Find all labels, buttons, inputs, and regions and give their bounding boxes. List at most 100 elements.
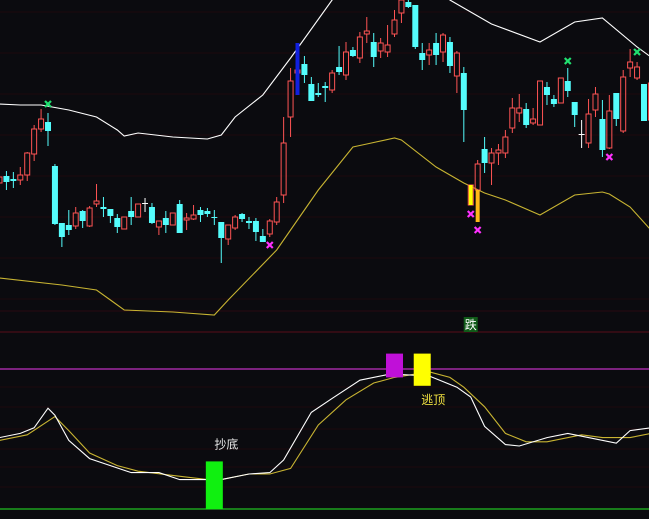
candle xyxy=(128,197,135,225)
candle xyxy=(148,203,155,224)
candle-body-up xyxy=(0,176,3,184)
candle-body-down xyxy=(308,84,315,101)
bottom-fishing-label: 抄底 xyxy=(214,436,238,451)
candle xyxy=(245,217,252,229)
candle-body-up xyxy=(377,42,384,52)
sell-x-icon xyxy=(265,241,274,249)
candle xyxy=(183,213,190,230)
candle-body-up xyxy=(634,66,641,79)
candle xyxy=(384,25,391,57)
candle xyxy=(502,130,509,158)
candle xyxy=(446,37,453,73)
price-panel xyxy=(0,0,649,316)
candle xyxy=(627,49,634,77)
candle-body-down xyxy=(322,86,329,88)
candle-body-down xyxy=(148,207,155,223)
candle xyxy=(155,220,162,235)
candle xyxy=(162,211,169,233)
candle xyxy=(564,68,571,97)
candle-body-down xyxy=(481,149,488,163)
candle-body-up xyxy=(391,19,398,35)
candle xyxy=(530,108,537,125)
candle xyxy=(121,216,128,230)
candle xyxy=(620,70,627,133)
signal-box xyxy=(205,461,223,509)
buy-x-icon-stroke xyxy=(563,57,572,65)
candle-body-up xyxy=(280,142,287,196)
candle-body-down xyxy=(10,179,17,181)
candle xyxy=(322,82,329,102)
candle-body-up xyxy=(516,107,523,114)
candle-body-up xyxy=(647,82,649,121)
signal-bar xyxy=(468,185,473,205)
candle xyxy=(599,100,606,157)
grid-lines xyxy=(0,11,649,488)
candle-body-doji xyxy=(578,134,585,135)
candle xyxy=(273,197,280,225)
candle-body-up xyxy=(356,36,363,59)
candle xyxy=(391,10,398,37)
candle-body-up xyxy=(24,152,31,176)
candle-body-down xyxy=(564,81,571,91)
candle-body-up xyxy=(509,107,516,129)
candle xyxy=(363,17,370,43)
candle xyxy=(211,210,218,225)
buy-x-icon xyxy=(633,48,641,56)
candle-body-up xyxy=(426,49,433,56)
candle xyxy=(377,38,384,58)
candle-body-down xyxy=(162,218,169,225)
candle-body-up xyxy=(384,44,391,53)
buy-x-icon xyxy=(44,100,52,108)
candle xyxy=(135,203,142,218)
candle-body-up xyxy=(38,118,45,130)
candle xyxy=(592,87,599,117)
upper-band-line xyxy=(0,0,649,140)
candle xyxy=(301,56,308,83)
candle-body-down xyxy=(239,214,246,219)
candle xyxy=(79,210,86,228)
candle-body-up xyxy=(343,51,349,76)
signal-labels: 跌 抄底 逃顶 xyxy=(214,317,478,451)
candle-body-down xyxy=(51,166,58,224)
candle-body-down xyxy=(252,221,259,232)
candle xyxy=(606,95,613,149)
candle-body-up xyxy=(190,214,197,220)
candle-body-up xyxy=(266,220,273,235)
candle xyxy=(336,46,343,75)
candle-body-up xyxy=(17,174,24,181)
candle xyxy=(218,222,225,263)
candle-body-down xyxy=(128,211,135,217)
candle-body-down xyxy=(58,223,65,237)
candle-body-down xyxy=(571,102,578,115)
candle-body-down xyxy=(45,122,52,131)
candle xyxy=(398,0,405,23)
candle xyxy=(3,171,10,190)
candle xyxy=(225,224,232,245)
sell-x-icon xyxy=(473,226,482,234)
candle-body-up xyxy=(232,216,239,229)
candle-body-up xyxy=(530,118,537,124)
candle-body-down xyxy=(301,64,308,75)
candle-body-up xyxy=(474,163,481,191)
candle xyxy=(45,113,52,146)
candle-body-down xyxy=(613,93,620,119)
candle-body-down xyxy=(412,5,419,47)
candle-body-up xyxy=(329,72,336,91)
candle-body-down xyxy=(550,99,557,104)
candle xyxy=(308,77,315,101)
candle-body-down xyxy=(107,209,114,216)
candle xyxy=(495,144,502,165)
signal-box xyxy=(386,353,404,378)
candle-body-down xyxy=(211,217,218,218)
candle-body-up xyxy=(585,113,592,144)
candle xyxy=(453,51,460,93)
candle-body-down xyxy=(79,211,86,221)
fall-label: 跌 xyxy=(465,317,477,332)
candle-body-up xyxy=(72,212,79,227)
candle-body-down xyxy=(419,53,426,60)
candle xyxy=(550,95,557,107)
candle-body-down xyxy=(245,221,252,223)
lower-band-line xyxy=(0,137,649,316)
signal-bar xyxy=(475,190,480,222)
sell-x-icon xyxy=(466,210,475,218)
